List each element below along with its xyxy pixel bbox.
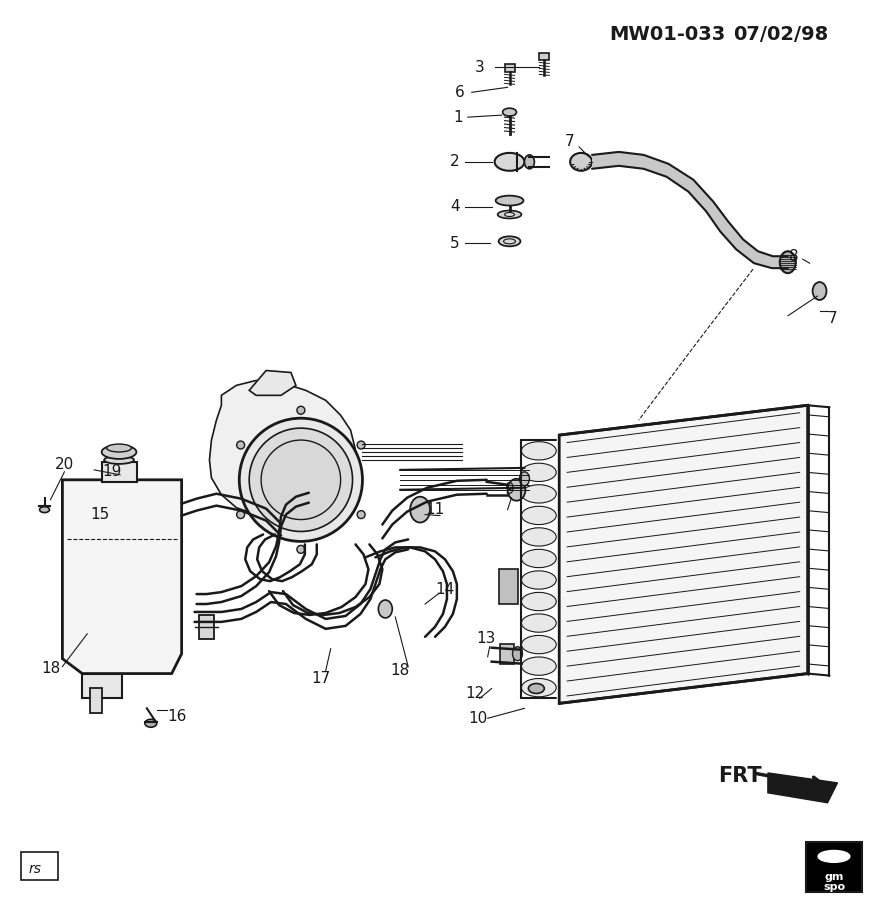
Ellipse shape bbox=[528, 683, 544, 693]
Ellipse shape bbox=[513, 647, 522, 661]
Text: rs: rs bbox=[29, 862, 42, 877]
Text: 18: 18 bbox=[41, 662, 60, 676]
Circle shape bbox=[297, 406, 304, 414]
Ellipse shape bbox=[813, 282, 827, 300]
Ellipse shape bbox=[522, 485, 556, 503]
Circle shape bbox=[249, 428, 353, 532]
Polygon shape bbox=[209, 381, 355, 518]
Ellipse shape bbox=[102, 445, 136, 459]
Ellipse shape bbox=[410, 497, 430, 523]
Text: 18: 18 bbox=[390, 663, 410, 678]
Ellipse shape bbox=[494, 153, 524, 171]
Ellipse shape bbox=[522, 464, 556, 482]
Bar bbox=[539, 52, 550, 60]
Circle shape bbox=[236, 441, 245, 449]
Text: 5: 5 bbox=[450, 236, 459, 251]
Ellipse shape bbox=[522, 657, 556, 675]
Text: 6: 6 bbox=[455, 85, 465, 100]
Ellipse shape bbox=[524, 155, 535, 169]
Polygon shape bbox=[592, 152, 788, 268]
Ellipse shape bbox=[522, 507, 556, 525]
Circle shape bbox=[357, 510, 365, 518]
Ellipse shape bbox=[498, 211, 522, 219]
Polygon shape bbox=[559, 405, 808, 704]
Text: 4: 4 bbox=[450, 199, 459, 214]
Ellipse shape bbox=[520, 472, 529, 486]
Text: 15: 15 bbox=[90, 507, 109, 522]
Text: 7: 7 bbox=[828, 311, 837, 327]
Text: 11: 11 bbox=[425, 502, 444, 518]
Bar bbox=[90, 688, 102, 714]
Ellipse shape bbox=[522, 614, 556, 632]
Ellipse shape bbox=[522, 592, 556, 611]
Bar bbox=[500, 644, 514, 663]
Bar bbox=[505, 65, 514, 72]
Ellipse shape bbox=[522, 549, 556, 568]
Text: 3: 3 bbox=[475, 60, 485, 75]
Polygon shape bbox=[768, 773, 837, 803]
Bar bbox=[102, 462, 136, 482]
Ellipse shape bbox=[522, 571, 556, 590]
Bar bbox=[499, 569, 519, 604]
Circle shape bbox=[297, 545, 304, 554]
Text: 07/02/98: 07/02/98 bbox=[733, 24, 829, 44]
Bar bbox=[199, 615, 214, 639]
Text: 10: 10 bbox=[468, 711, 487, 725]
Polygon shape bbox=[62, 480, 182, 673]
Circle shape bbox=[239, 418, 362, 542]
Ellipse shape bbox=[780, 251, 795, 273]
Ellipse shape bbox=[502, 108, 516, 116]
Ellipse shape bbox=[378, 600, 392, 618]
Text: 7: 7 bbox=[564, 134, 574, 149]
Ellipse shape bbox=[507, 479, 526, 500]
Text: gm: gm bbox=[824, 872, 844, 882]
Circle shape bbox=[236, 510, 245, 518]
Ellipse shape bbox=[499, 237, 521, 247]
Circle shape bbox=[261, 440, 340, 519]
Text: 19: 19 bbox=[102, 464, 122, 480]
Bar bbox=[82, 673, 122, 698]
Polygon shape bbox=[249, 371, 296, 395]
Text: 2: 2 bbox=[450, 154, 459, 169]
Ellipse shape bbox=[570, 153, 592, 171]
Text: spo: spo bbox=[822, 882, 845, 892]
Text: 1: 1 bbox=[453, 110, 463, 124]
Ellipse shape bbox=[39, 507, 50, 513]
Ellipse shape bbox=[107, 444, 131, 452]
Bar bbox=[21, 852, 59, 880]
Ellipse shape bbox=[495, 195, 523, 205]
Ellipse shape bbox=[522, 679, 556, 697]
Text: 17: 17 bbox=[312, 671, 331, 686]
Text: 12: 12 bbox=[466, 686, 485, 701]
Ellipse shape bbox=[522, 635, 556, 653]
Ellipse shape bbox=[522, 527, 556, 546]
Text: 14: 14 bbox=[436, 581, 455, 597]
Text: MW01-033: MW01-033 bbox=[609, 24, 725, 44]
Text: FRT: FRT bbox=[718, 766, 762, 786]
Bar bbox=[806, 842, 862, 892]
Ellipse shape bbox=[104, 456, 134, 464]
Circle shape bbox=[357, 441, 365, 449]
Ellipse shape bbox=[145, 719, 157, 727]
Text: 20: 20 bbox=[55, 457, 74, 472]
Text: 16: 16 bbox=[167, 709, 186, 724]
Text: 9: 9 bbox=[505, 482, 514, 497]
Ellipse shape bbox=[505, 212, 514, 217]
Text: 13: 13 bbox=[476, 631, 495, 646]
Text: 8: 8 bbox=[789, 248, 799, 264]
Ellipse shape bbox=[522, 442, 556, 460]
Ellipse shape bbox=[818, 850, 850, 862]
